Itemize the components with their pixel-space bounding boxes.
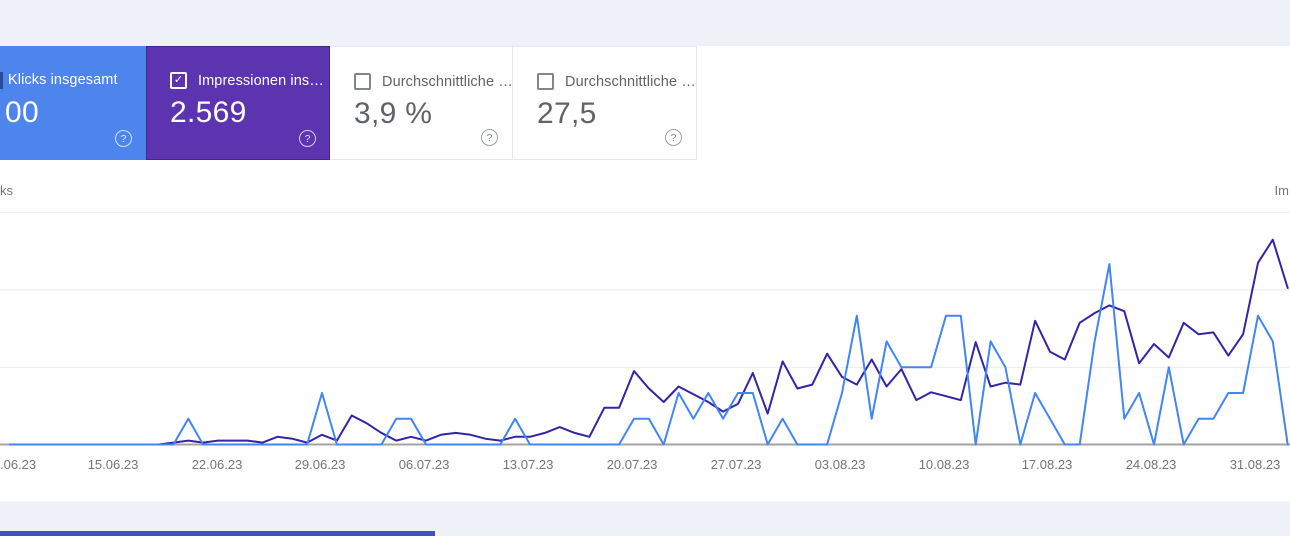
performance-chart[interactable] <box>0 160 1290 500</box>
x-tick-label: 13.07.23 <box>502 457 554 472</box>
x-tick-label: 24.08.23 <box>1125 457 1177 472</box>
klicks-card-label: Klicks insgesamt <box>8 72 118 88</box>
position-help-icon[interactable]: ? <box>665 129 682 146</box>
card-durchschnittliche-position[interactable]: Durchschnittliche … 27,5 ? <box>513 46 697 160</box>
x-tick-label: 27.07.23 <box>710 457 762 472</box>
position-card-value: 27,5 <box>537 97 597 130</box>
impressionen-card-value: 2.569 <box>170 96 247 129</box>
klicks-checkbox-cut-edge <box>0 72 3 89</box>
impressionen-help-icon[interactable]: ? <box>299 130 316 147</box>
card-durchschnittliche-ctr[interactable]: Durchschnittliche … 3,9 % ? <box>330 46 513 160</box>
klicks-line <box>9 263 1289 446</box>
impressionen-card-label: Impressionen ins… <box>198 72 324 89</box>
left-axis-label: ks <box>0 183 13 198</box>
x-axis-tick-labels: .06.23 15.06.23 22.06.23 29.06.23 06.07.23 13… <box>0 457 1290 473</box>
klicks-card-value: 00 <box>5 96 39 129</box>
ctr-help-icon[interactable]: ? <box>481 129 498 146</box>
card-klicks-insgesamt[interactable]: Klicks insgesamt 00 ? <box>0 46 146 160</box>
x-tick-label: 31.08.23 <box>1229 457 1281 472</box>
position-card-label: Durchschnittliche … <box>565 73 696 90</box>
x-tick-label: .06.23 <box>0 457 37 472</box>
impressionen-line <box>9 238 1289 446</box>
right-axis-label: Im <box>1274 183 1289 198</box>
chart-svg <box>0 212 1290 446</box>
ctr-checkbox[interactable] <box>354 73 371 90</box>
position-checkbox[interactable] <box>537 73 554 90</box>
x-tick-label: 06.07.23 <box>398 457 450 472</box>
x-tick-label: 15.06.23 <box>87 457 139 472</box>
x-tick-label: 22.06.23 <box>191 457 243 472</box>
x-tick-label: 10.08.23 <box>918 457 970 472</box>
bottom-blue-bar <box>0 531 435 536</box>
ctr-card-label: Durchschnittliche … <box>382 73 513 90</box>
page-background-top <box>0 0 1290 46</box>
card-impressionen-insgesamt[interactable]: ✓ Impressionen ins… 2.569 ? <box>146 46 330 160</box>
klicks-help-icon[interactable]: ? <box>115 130 132 147</box>
ctr-card-value: 3,9 % <box>354 97 433 130</box>
x-tick-label: 17.08.23 <box>1021 457 1073 472</box>
impressionen-checkbox[interactable]: ✓ <box>170 72 187 89</box>
x-tick-label: 03.08.23 <box>814 457 866 472</box>
metric-cards-row: Klicks insgesamt 00 ? ✓ Impressionen ins… <box>0 46 1290 160</box>
x-tick-label: 29.06.23 <box>294 457 346 472</box>
page-background-bottom <box>0 501 1290 536</box>
x-tick-label: 20.07.23 <box>606 457 658 472</box>
